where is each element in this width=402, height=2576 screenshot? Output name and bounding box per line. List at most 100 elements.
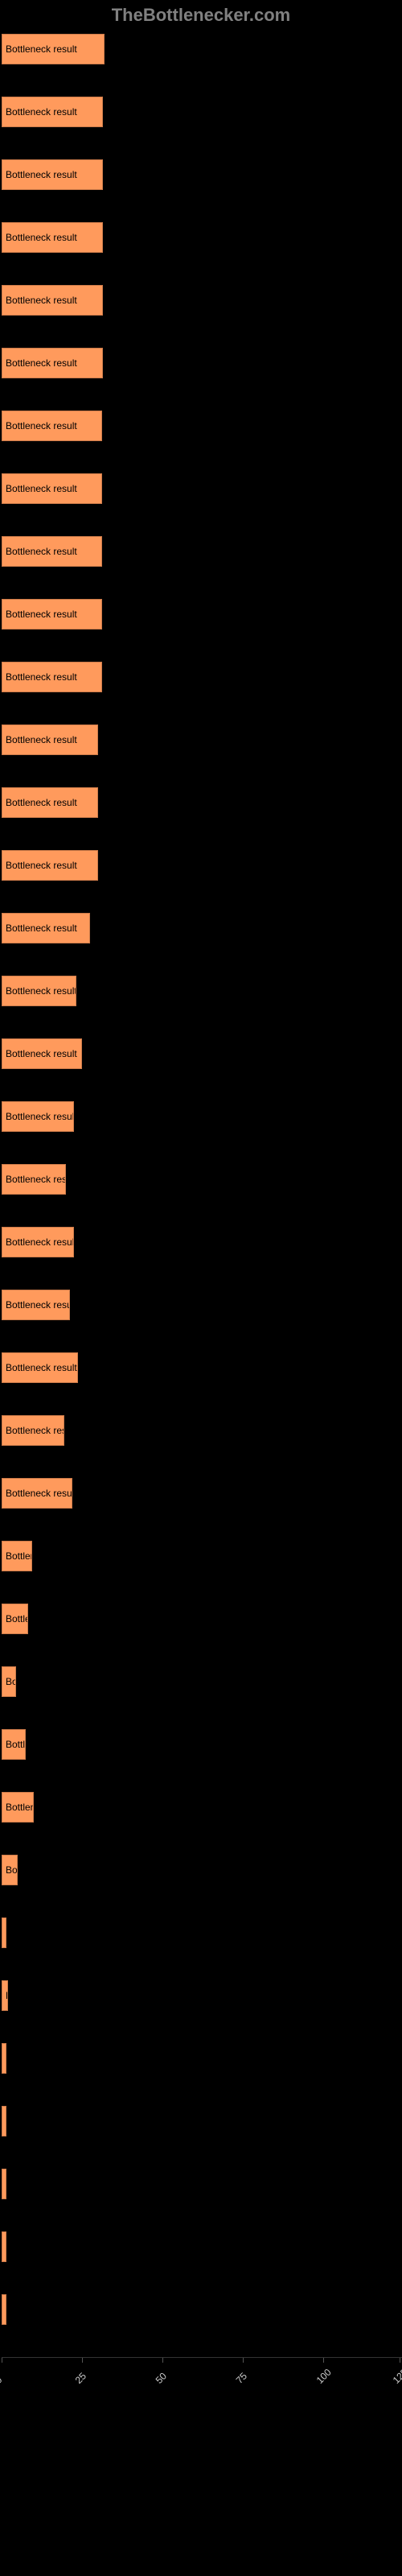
chart-bar: Bottleneck result bbox=[2, 473, 102, 504]
x-tick: 100 bbox=[323, 2358, 324, 2363]
bar-label: Bottleneck result bbox=[6, 295, 77, 306]
chart-bar: Bottleneck result bbox=[2, 976, 76, 1006]
bar-label: Bottleneck result bbox=[6, 232, 77, 243]
chart-bar: Bottleneck result bbox=[2, 1038, 82, 1069]
bar-row: Bottleneck result bbox=[2, 411, 402, 473]
bar-label: Bottleneck result bbox=[6, 1613, 28, 1624]
chart-bar: Bottleneck result bbox=[2, 724, 98, 755]
bar-label: Bottleneck result bbox=[6, 1488, 72, 1499]
chart-bar: Bottleneck result bbox=[2, 34, 105, 64]
bar-row: Bottleneck result bbox=[2, 976, 402, 1038]
bar-label: Bottleneck result bbox=[6, 1676, 16, 1687]
bar-label: Bottleneck result bbox=[6, 1174, 66, 1185]
bar-label: Bottleneck result bbox=[6, 1111, 74, 1122]
x-tick-label: 25 bbox=[73, 2371, 88, 2386]
bar-label: Bottleneck result bbox=[6, 1048, 77, 1059]
chart-bar: Bottleneck result bbox=[2, 2043, 6, 2074]
chart-bar: Bottleneck result bbox=[2, 1792, 34, 1823]
bar-row: Bottleneck result bbox=[2, 1290, 402, 1352]
chart-bar: Bottleneck result bbox=[2, 662, 102, 692]
bar-row: Bottleneck result bbox=[2, 1415, 402, 1478]
chart-bar: Bottleneck result bbox=[2, 1855, 18, 1885]
x-tick-line bbox=[82, 2358, 83, 2363]
bar-row: Bottleneck result bbox=[2, 1038, 402, 1101]
x-tick-label: 100 bbox=[314, 2367, 334, 2386]
bar-row: Bottleneck result bbox=[2, 222, 402, 285]
header-title: TheBottlenecker.com bbox=[112, 5, 291, 25]
bar-row: Bottleneck result bbox=[2, 850, 402, 913]
bar-row: Bottleneck result bbox=[2, 2169, 402, 2231]
bar-row: Bottleneck result bbox=[2, 1792, 402, 1855]
bar-row: Bottleneck result bbox=[2, 348, 402, 411]
bar-label: Bottleneck result bbox=[6, 1236, 74, 1248]
chart-bar: Bottleneck result bbox=[2, 850, 98, 881]
bar-label: Bottleneck result bbox=[6, 671, 77, 683]
x-tick-line bbox=[243, 2358, 244, 2363]
chart-bar: Bottleneck result bbox=[2, 1164, 66, 1195]
bar-row: Bottleneck result bbox=[2, 1980, 402, 2043]
bar-row: Bottleneck result bbox=[2, 787, 402, 850]
bar-row: Bottleneck result bbox=[2, 1227, 402, 1290]
chart-bar: Bottleneck result bbox=[2, 1666, 16, 1697]
bar-row: Bottleneck result bbox=[2, 2231, 402, 2294]
chart-bar: Bottleneck result bbox=[2, 348, 103, 378]
chart-bar: Bottleneck result bbox=[2, 1227, 74, 1257]
bar-row: Bottleneck result bbox=[2, 724, 402, 787]
chart-bar: Bottleneck result bbox=[2, 1352, 78, 1383]
chart-bar: Bottleneck result bbox=[2, 536, 102, 567]
bar-row: Bottleneck result bbox=[2, 2294, 402, 2357]
chart-bar: Bottleneck result bbox=[2, 1478, 72, 1509]
bar-row: Bottleneck result bbox=[2, 1352, 402, 1415]
bar-label: Bottleneck result bbox=[6, 1990, 8, 2001]
bar-chart: Bottleneck result Bottleneck result Bottle… bbox=[0, 34, 402, 2470]
chart-bar: Bottleneck result bbox=[2, 913, 90, 943]
bar-label: Bottleneck result bbox=[6, 1802, 34, 1813]
chart-bar: Bottleneck result bbox=[2, 285, 103, 316]
chart-bar: Bottleneck result bbox=[2, 1980, 8, 2011]
chart-bar: Bottleneck result bbox=[2, 411, 102, 441]
bar-row: Bottleneck result bbox=[2, 1729, 402, 1792]
bar-label: Bottleneck result bbox=[6, 609, 77, 620]
bar-label: Bottleneck result bbox=[6, 1550, 32, 1562]
bar-row: Bottleneck result bbox=[2, 1164, 402, 1227]
bar-row: Bottleneck result bbox=[2, 1101, 402, 1164]
bar-row: Bottleneck result bbox=[2, 536, 402, 599]
header: TheBottlenecker.com bbox=[0, 0, 402, 34]
bar-label: Bottleneck result bbox=[6, 546, 77, 557]
chart-bar: Bottleneck result bbox=[2, 222, 103, 253]
x-tick: 75 bbox=[243, 2358, 244, 2363]
chart-bar: Bottleneck result bbox=[2, 1604, 28, 1634]
bar-row: Bottleneck result bbox=[2, 1666, 402, 1729]
bar-row: Bottleneck result bbox=[2, 1541, 402, 1604]
bar-label: Bottleneck result bbox=[6, 1739, 26, 1750]
x-tick-label: 75 bbox=[234, 2371, 249, 2386]
x-tick-line bbox=[162, 2358, 163, 2363]
bar-row: Bottleneck result bbox=[2, 1604, 402, 1666]
bar-label: Bottleneck result bbox=[6, 860, 77, 871]
chart-bar: Bottleneck result bbox=[2, 2169, 6, 2199]
bar-label: Bottleneck result bbox=[6, 483, 77, 494]
bar-row: Bottleneck result bbox=[2, 97, 402, 159]
bar-row: Bottleneck result bbox=[2, 599, 402, 662]
chart-bar: Bottleneck result bbox=[2, 2106, 6, 2136]
bar-row: Bottleneck result bbox=[2, 34, 402, 97]
bar-row: Bottleneck result bbox=[2, 473, 402, 536]
chart-bar: Bottleneck result bbox=[2, 1101, 74, 1132]
bar-label: Bottleneck result bbox=[6, 43, 77, 55]
bar-row: Bottleneck result bbox=[2, 2043, 402, 2106]
chart-bar: Bottleneck result bbox=[2, 1918, 6, 1948]
bar-row: Bottleneck result bbox=[2, 1918, 402, 1980]
bar-label: Bottleneck result bbox=[6, 106, 77, 118]
x-axis: 0255075100125 bbox=[2, 2357, 402, 2438]
chart-bar: Bottleneck result bbox=[2, 2231, 6, 2262]
bar-row: Bottleneck result bbox=[2, 285, 402, 348]
bar-label: Bottleneck result bbox=[6, 985, 76, 997]
bar-label: Bottleneck result bbox=[6, 1362, 77, 1373]
bar-label: Bottleneck result bbox=[6, 420, 77, 431]
chart-bar: Bottleneck result bbox=[2, 1541, 32, 1571]
bar-row: Bottleneck result bbox=[2, 913, 402, 976]
bar-label: Bottleneck result bbox=[6, 923, 77, 934]
bar-row: Bottleneck result bbox=[2, 2106, 402, 2169]
chart-bar: Bottleneck result bbox=[2, 2294, 6, 2325]
chart-bar: Bottleneck result bbox=[2, 159, 103, 190]
